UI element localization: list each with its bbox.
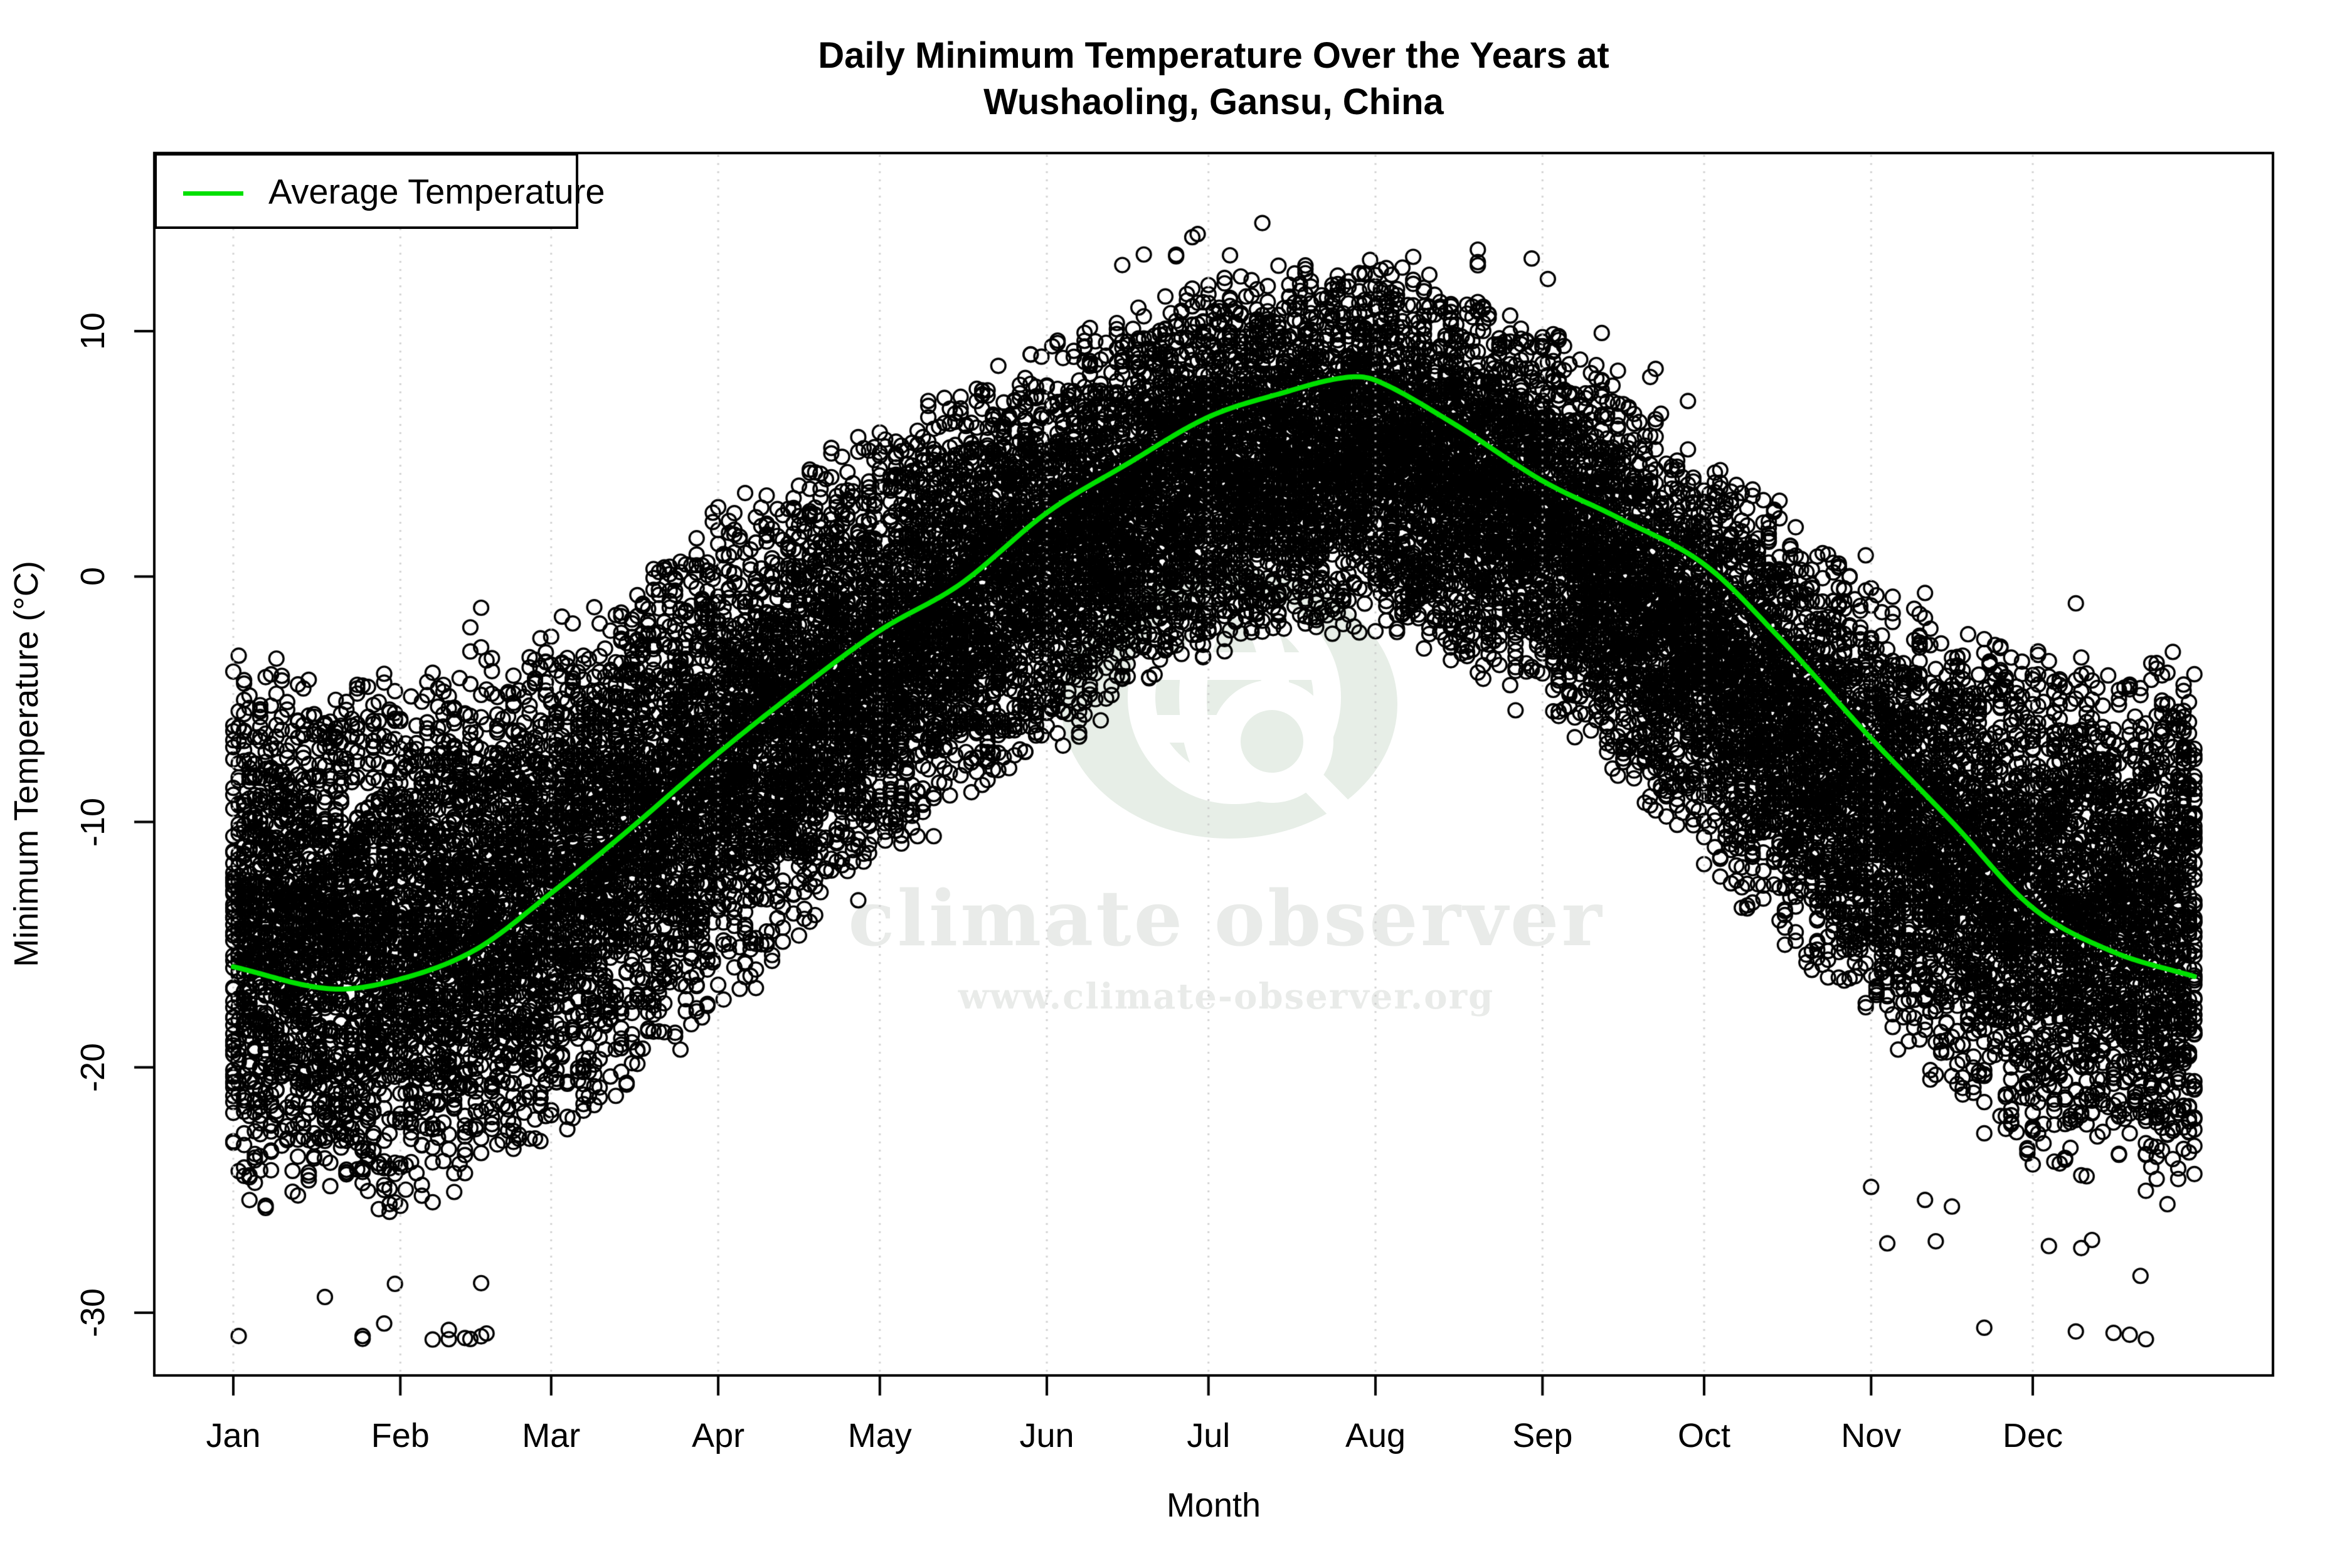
x-tick-label-oct: Oct <box>1678 1417 1731 1454</box>
x-tick-label-may: May <box>847 1417 912 1454</box>
legend: Average Temperature <box>154 153 605 229</box>
x-tick-label-mar: Mar <box>522 1417 581 1454</box>
x-tick-label-dec: Dec <box>2002 1417 2063 1454</box>
x-tick-label-jun: Jun <box>1019 1417 1074 1454</box>
x-tick-label-nov: Nov <box>1841 1417 1902 1454</box>
legend-line-swatch <box>183 191 243 196</box>
y-tick-label--20: -20 <box>74 1042 112 1092</box>
x-tick-label-sep: Sep <box>1512 1417 1573 1454</box>
x-tick-label-jan: Jan <box>206 1417 261 1454</box>
x-tick-label-jul: Jul <box>1187 1417 1231 1454</box>
legend-label: Average Temperature <box>268 171 605 211</box>
y-tick-label--10: -10 <box>74 797 112 847</box>
chart-title: Daily Minimum Temperature Over the Years… <box>154 33 2273 125</box>
chart-title-line1: Daily Minimum Temperature Over the Years… <box>818 35 1609 76</box>
y-axis-label: Minimum Temperature (°C) <box>8 561 45 967</box>
x-tick-label-apr: Apr <box>692 1417 745 1454</box>
x-tick-label-feb: Feb <box>371 1417 430 1454</box>
x-tick-label-aug: Aug <box>1345 1417 1406 1454</box>
x-axis-label: Month <box>1166 1486 1261 1524</box>
y-tick-label-0: 0 <box>74 567 112 586</box>
y-tick-label--30: -30 <box>74 1288 112 1338</box>
chart-title-line2: Wushaoling, Gansu, China <box>983 82 1444 122</box>
y-tick-label-10: 10 <box>74 312 112 351</box>
